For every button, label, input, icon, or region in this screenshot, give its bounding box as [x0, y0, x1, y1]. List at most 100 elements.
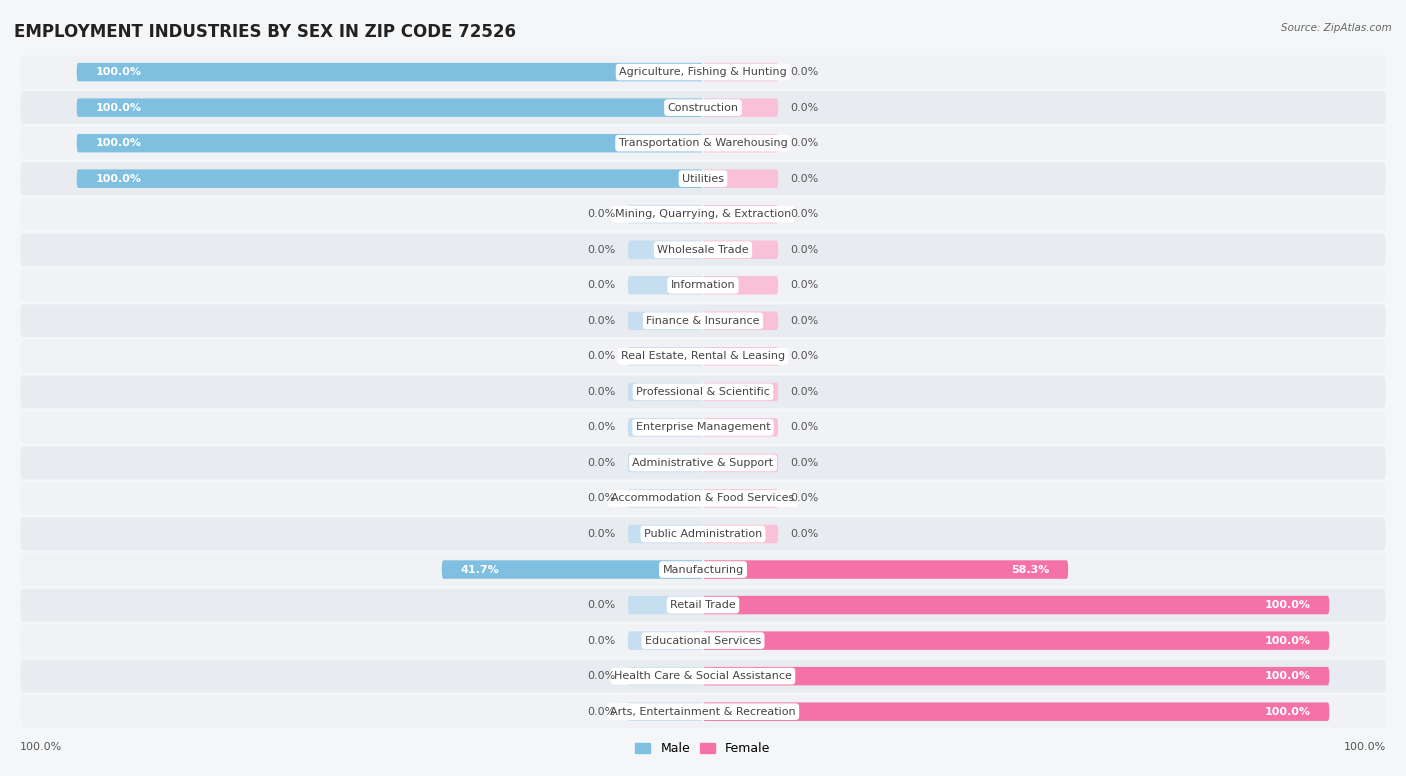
FancyBboxPatch shape: [20, 162, 1386, 195]
Text: Arts, Entertainment & Recreation: Arts, Entertainment & Recreation: [610, 707, 796, 717]
FancyBboxPatch shape: [628, 418, 703, 437]
FancyBboxPatch shape: [628, 667, 703, 685]
FancyBboxPatch shape: [703, 596, 1329, 615]
Text: 100.0%: 100.0%: [96, 102, 142, 113]
Text: 0.0%: 0.0%: [790, 422, 818, 432]
Legend: Male, Female: Male, Female: [630, 737, 776, 760]
FancyBboxPatch shape: [628, 241, 703, 259]
FancyBboxPatch shape: [628, 454, 703, 472]
FancyBboxPatch shape: [20, 518, 1386, 550]
FancyBboxPatch shape: [628, 347, 703, 365]
FancyBboxPatch shape: [628, 205, 703, 223]
Text: 0.0%: 0.0%: [588, 671, 616, 681]
Text: EMPLOYMENT INDUSTRIES BY SEX IN ZIP CODE 72526: EMPLOYMENT INDUSTRIES BY SEX IN ZIP CODE…: [14, 23, 516, 41]
FancyBboxPatch shape: [628, 525, 703, 543]
FancyBboxPatch shape: [628, 276, 703, 295]
FancyBboxPatch shape: [20, 234, 1386, 266]
Text: 0.0%: 0.0%: [588, 458, 616, 468]
Text: 0.0%: 0.0%: [790, 138, 818, 148]
Text: Agriculture, Fishing & Hunting: Agriculture, Fishing & Hunting: [619, 67, 787, 77]
Text: 0.0%: 0.0%: [790, 244, 818, 255]
Text: 0.0%: 0.0%: [790, 458, 818, 468]
Text: 0.0%: 0.0%: [790, 102, 818, 113]
FancyBboxPatch shape: [20, 411, 1386, 444]
Text: 0.0%: 0.0%: [588, 244, 616, 255]
Text: 100.0%: 100.0%: [1264, 600, 1310, 610]
Text: 100.0%: 100.0%: [1264, 707, 1310, 717]
FancyBboxPatch shape: [20, 589, 1386, 622]
Text: Manufacturing: Manufacturing: [662, 565, 744, 574]
Text: 100.0%: 100.0%: [1264, 636, 1310, 646]
Text: 0.0%: 0.0%: [790, 280, 818, 290]
Text: 0.0%: 0.0%: [790, 67, 818, 77]
Text: 0.0%: 0.0%: [790, 210, 818, 219]
FancyBboxPatch shape: [703, 169, 778, 188]
Text: 0.0%: 0.0%: [588, 280, 616, 290]
FancyBboxPatch shape: [20, 553, 1386, 586]
Text: Finance & Insurance: Finance & Insurance: [647, 316, 759, 326]
FancyBboxPatch shape: [20, 304, 1386, 337]
Text: 0.0%: 0.0%: [588, 316, 616, 326]
FancyBboxPatch shape: [628, 489, 703, 508]
Text: 0.0%: 0.0%: [588, 636, 616, 646]
FancyBboxPatch shape: [703, 205, 778, 223]
Text: Accommodation & Food Services: Accommodation & Food Services: [612, 494, 794, 504]
FancyBboxPatch shape: [20, 126, 1386, 160]
Text: 0.0%: 0.0%: [790, 316, 818, 326]
Text: Administrative & Support: Administrative & Support: [633, 458, 773, 468]
FancyBboxPatch shape: [20, 695, 1386, 728]
FancyBboxPatch shape: [703, 418, 778, 437]
Text: 0.0%: 0.0%: [588, 352, 616, 362]
FancyBboxPatch shape: [628, 596, 703, 615]
FancyBboxPatch shape: [20, 92, 1386, 124]
FancyBboxPatch shape: [77, 63, 703, 81]
FancyBboxPatch shape: [628, 383, 703, 401]
FancyBboxPatch shape: [703, 667, 1329, 685]
FancyBboxPatch shape: [20, 376, 1386, 408]
FancyBboxPatch shape: [20, 624, 1386, 657]
FancyBboxPatch shape: [20, 447, 1386, 480]
Text: 100.0%: 100.0%: [1343, 742, 1386, 752]
FancyBboxPatch shape: [20, 56, 1386, 88]
Text: 100.0%: 100.0%: [20, 742, 63, 752]
Text: Transportation & Warehousing: Transportation & Warehousing: [619, 138, 787, 148]
Text: 100.0%: 100.0%: [96, 67, 142, 77]
Text: 0.0%: 0.0%: [790, 387, 818, 397]
FancyBboxPatch shape: [77, 134, 703, 152]
Text: 0.0%: 0.0%: [790, 352, 818, 362]
Text: Health Care & Social Assistance: Health Care & Social Assistance: [614, 671, 792, 681]
Text: Wholesale Trade: Wholesale Trade: [657, 244, 749, 255]
Text: Source: ZipAtlas.com: Source: ZipAtlas.com: [1281, 23, 1392, 33]
FancyBboxPatch shape: [703, 276, 778, 295]
FancyBboxPatch shape: [703, 560, 1069, 579]
Text: Public Administration: Public Administration: [644, 529, 762, 539]
Text: 0.0%: 0.0%: [588, 494, 616, 504]
FancyBboxPatch shape: [703, 99, 778, 117]
FancyBboxPatch shape: [20, 660, 1386, 692]
FancyBboxPatch shape: [628, 312, 703, 330]
Text: 58.3%: 58.3%: [1011, 565, 1049, 574]
Text: 0.0%: 0.0%: [790, 529, 818, 539]
Text: Professional & Scientific: Professional & Scientific: [636, 387, 770, 397]
FancyBboxPatch shape: [703, 312, 778, 330]
Text: Real Estate, Rental & Leasing: Real Estate, Rental & Leasing: [621, 352, 785, 362]
Text: 100.0%: 100.0%: [1264, 671, 1310, 681]
Text: Retail Trade: Retail Trade: [671, 600, 735, 610]
FancyBboxPatch shape: [703, 525, 778, 543]
FancyBboxPatch shape: [77, 169, 703, 188]
Text: Mining, Quarrying, & Extraction: Mining, Quarrying, & Extraction: [614, 210, 792, 219]
Text: 0.0%: 0.0%: [588, 387, 616, 397]
Text: Educational Services: Educational Services: [645, 636, 761, 646]
FancyBboxPatch shape: [20, 198, 1386, 230]
FancyBboxPatch shape: [20, 269, 1386, 302]
Text: Information: Information: [671, 280, 735, 290]
FancyBboxPatch shape: [703, 632, 1329, 650]
FancyBboxPatch shape: [703, 702, 1329, 721]
FancyBboxPatch shape: [703, 63, 778, 81]
FancyBboxPatch shape: [628, 702, 703, 721]
Text: 41.7%: 41.7%: [461, 565, 499, 574]
FancyBboxPatch shape: [703, 383, 778, 401]
FancyBboxPatch shape: [20, 340, 1386, 372]
FancyBboxPatch shape: [77, 99, 703, 117]
Text: Utilities: Utilities: [682, 174, 724, 184]
